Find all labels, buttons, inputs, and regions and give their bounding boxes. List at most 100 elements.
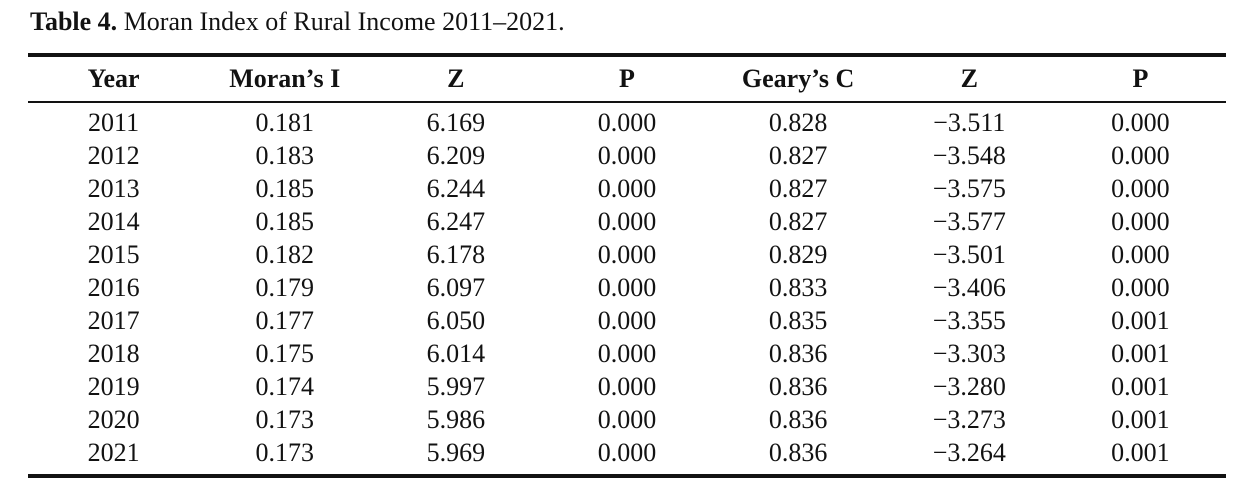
table-cell: 0.000 (597, 438, 657, 467)
table-row: 2015 0.182 6.178 0.000 0.829 −3.501 0.000 (28, 239, 1226, 272)
table-caption-text: Moran Index of Rural Income 2011–2021. (117, 7, 565, 36)
table-cell: 0.175 (255, 339, 314, 368)
table-row: 2012 0.183 6.209 0.000 0.827 −3.548 0.000 (28, 140, 1226, 173)
table-row: 2019 0.174 5.997 0.000 0.836 −3.280 0.001 (28, 371, 1226, 404)
column-header: Z (370, 54, 542, 103)
table-row: 2016 0.179 6.097 0.000 0.833 −3.406 0.000 (28, 272, 1226, 305)
table-cell: 0.173 (255, 405, 314, 434)
table-cell: 2016 (87, 273, 140, 302)
table-caption-label: Table 4. (30, 7, 118, 36)
table-cell: 0.000 (1111, 108, 1170, 137)
table-cell: 0.182 (255, 240, 314, 269)
table-cell: 0.185 (255, 207, 314, 236)
table-cell: 6.247 (426, 207, 486, 236)
table-cell: 0.177 (255, 306, 314, 335)
column-header: Year (28, 54, 200, 103)
table-cell: 0.000 (597, 174, 657, 203)
table-cell: 2014 (87, 207, 140, 236)
table-cell: 0.000 (597, 339, 657, 368)
table-cell: 2011 (88, 108, 140, 137)
table-cell: 2019 (87, 372, 140, 401)
table-row: 2013 0.185 6.244 0.000 0.827 −3.575 0.000 (28, 173, 1226, 206)
table-cell: 0.001 (1111, 405, 1170, 434)
table-caption: Table 4. Moran Index of Rural Income 201… (30, 6, 1226, 39)
table-cell: 0.827 (768, 174, 828, 203)
table-cell: 2021 (87, 438, 140, 467)
table-cell: 0.174 (255, 372, 314, 401)
column-header: Z (883, 54, 1055, 103)
table-cell: 6.209 (426, 141, 486, 170)
table-cell: 0.173 (255, 438, 314, 467)
table-cell: 2013 (87, 174, 140, 203)
table-cell: 0.000 (597, 273, 657, 302)
table-cell: 5.997 (426, 372, 486, 401)
table-cell: 2018 (87, 339, 140, 368)
table-cell: 2012 (87, 141, 140, 170)
table-cell: 5.969 (426, 438, 486, 467)
table-cell: 0.000 (597, 240, 657, 269)
table-cell: 0.829 (768, 240, 828, 269)
table-cell: 2017 (87, 306, 140, 335)
column-header: P (1054, 54, 1226, 103)
table-cell: 0.000 (1111, 174, 1170, 203)
table-cell: 0.828 (768, 108, 828, 137)
table-cell: 0.836 (768, 405, 828, 434)
table-row: 2020 0.173 5.986 0.000 0.836 −3.273 0.001 (28, 404, 1226, 437)
table-row: 2018 0.175 6.014 0.000 0.836 −3.303 0.001 (28, 338, 1226, 371)
table-cell: 0.000 (597, 108, 657, 137)
table-cell: 0.836 (768, 339, 828, 368)
table-cell: −3.511 (933, 108, 1006, 137)
table-cell: 0.836 (768, 372, 828, 401)
table-cell: 0.827 (768, 141, 828, 170)
table-body: 2011 0.181 6.169 0.000 0.828 −3.511 0.000 2012 0… (28, 102, 1226, 476)
table-cell: −3.575 (932, 174, 1006, 203)
table-row: 2011 0.181 6.169 0.000 0.828 −3.511 0.000 (28, 102, 1226, 140)
table-row: 2021 0.173 5.969 0.000 0.836 −3.264 0.001 (28, 437, 1226, 476)
table-cell: −3.577 (932, 207, 1006, 236)
table-cell: 0.827 (768, 207, 828, 236)
table-cell: 5.986 (426, 405, 486, 434)
table-cell: 6.050 (426, 306, 486, 335)
table-cell: 6.244 (426, 174, 486, 203)
table-cell: 0.183 (255, 141, 314, 170)
table-cell: 0.001 (1111, 372, 1170, 401)
table-cell: 0.000 (1111, 240, 1170, 269)
table-cell: 0.000 (597, 372, 657, 401)
table-cell: 0.000 (1111, 207, 1170, 236)
table-cell: 0.836 (768, 438, 828, 467)
table-cell: 0.833 (768, 273, 828, 302)
table-row: 2014 0.185 6.247 0.000 0.827 −3.577 0.000 (28, 206, 1226, 239)
table-cell: 0.000 (1111, 141, 1170, 170)
table-cell: 2015 (87, 240, 140, 269)
table-cell: −3.501 (932, 240, 1006, 269)
table-cell: −3.264 (932, 438, 1006, 467)
table-cell: 6.097 (426, 273, 486, 302)
table-cell: 0.835 (768, 306, 828, 335)
table-cell: 0.181 (255, 108, 314, 137)
table-cell: 0.001 (1111, 339, 1170, 368)
table-cell: 0.000 (597, 306, 657, 335)
table-cell: −3.273 (932, 405, 1006, 434)
column-header: Geary’s C (712, 54, 884, 103)
table-cell: −3.548 (932, 141, 1006, 170)
table-cell: 0.000 (597, 405, 657, 434)
table-row: 2017 0.177 6.050 0.000 0.835 −3.355 0.001 (28, 305, 1226, 338)
table-cell: 0.000 (597, 207, 657, 236)
table-cell: 2020 (87, 405, 140, 434)
table-cell: −3.280 (932, 372, 1006, 401)
table-cell: 0.000 (597, 141, 657, 170)
table-cell: −3.406 (932, 273, 1006, 302)
table-cell: 0.001 (1111, 438, 1170, 467)
table-cell: 0.001 (1111, 306, 1170, 335)
column-header: P (541, 54, 713, 103)
table-cell: 6.014 (426, 339, 486, 368)
table-cell: 0.185 (255, 174, 314, 203)
table-cell: −3.303 (932, 339, 1006, 368)
table-cell: 0.179 (255, 273, 314, 302)
table-cell: −3.355 (932, 306, 1006, 335)
column-header: Moran’s I (199, 54, 371, 103)
table-cell: 0.000 (1111, 273, 1170, 302)
